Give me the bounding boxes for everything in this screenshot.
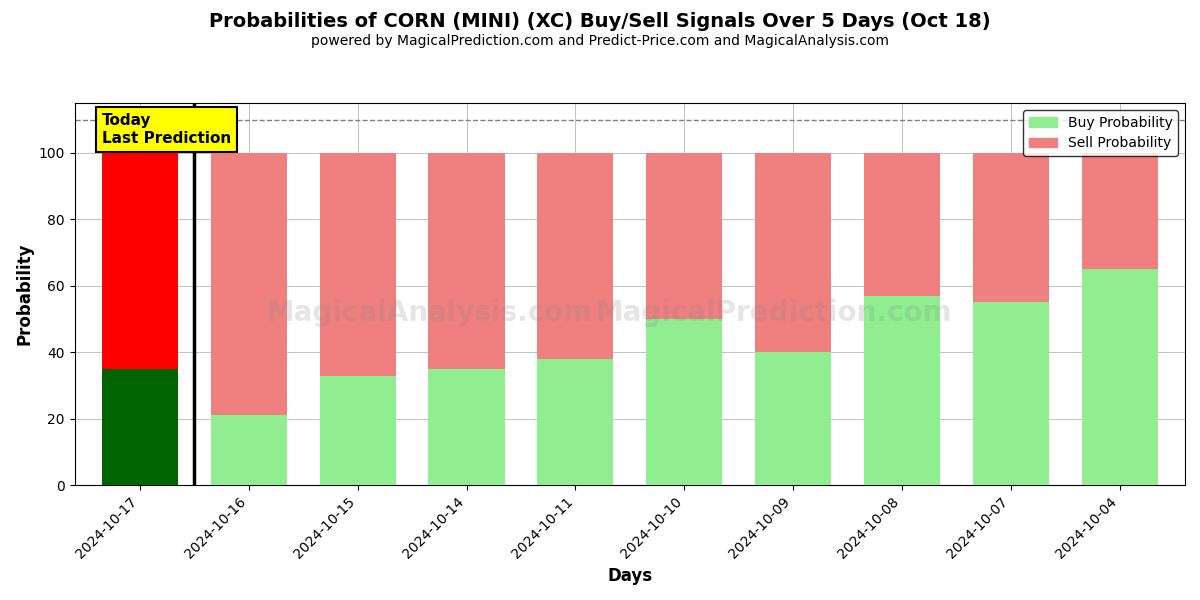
Bar [973,302,1049,485]
Text: Today
Last Prediction: Today Last Prediction [102,113,232,146]
X-axis label: Days: Days [607,567,653,585]
Text: Probabilities of CORN (MINI) (XC) Buy/Sell Signals Over 5 Days (Oct 18): Probabilities of CORN (MINI) (XC) Buy/Se… [209,12,991,31]
Text: powered by MagicalPrediction.com and Predict-Price.com and MagicalAnalysis.com: powered by MagicalPrediction.com and Pre… [311,34,889,48]
Bar [646,319,722,485]
Bar [1081,153,1158,269]
Text: MagicalAnalysis.com: MagicalAnalysis.com [266,299,593,327]
Bar [211,415,287,485]
Bar [755,153,832,352]
Bar [428,153,505,369]
Bar [102,153,178,369]
Bar [538,153,613,359]
Y-axis label: Probability: Probability [16,243,34,346]
Bar [538,359,613,485]
Bar [646,153,722,319]
Bar [973,153,1049,302]
Bar [211,153,287,415]
Bar [319,153,396,376]
Legend: Buy Probability, Sell Probability: Buy Probability, Sell Probability [1024,110,1178,156]
Text: MagicalPrediction.com: MagicalPrediction.com [596,299,953,327]
Bar [864,153,940,296]
Bar [755,352,832,485]
Bar [428,369,505,485]
Bar [864,296,940,485]
Bar [1081,269,1158,485]
Bar [102,369,178,485]
Bar [319,376,396,485]
